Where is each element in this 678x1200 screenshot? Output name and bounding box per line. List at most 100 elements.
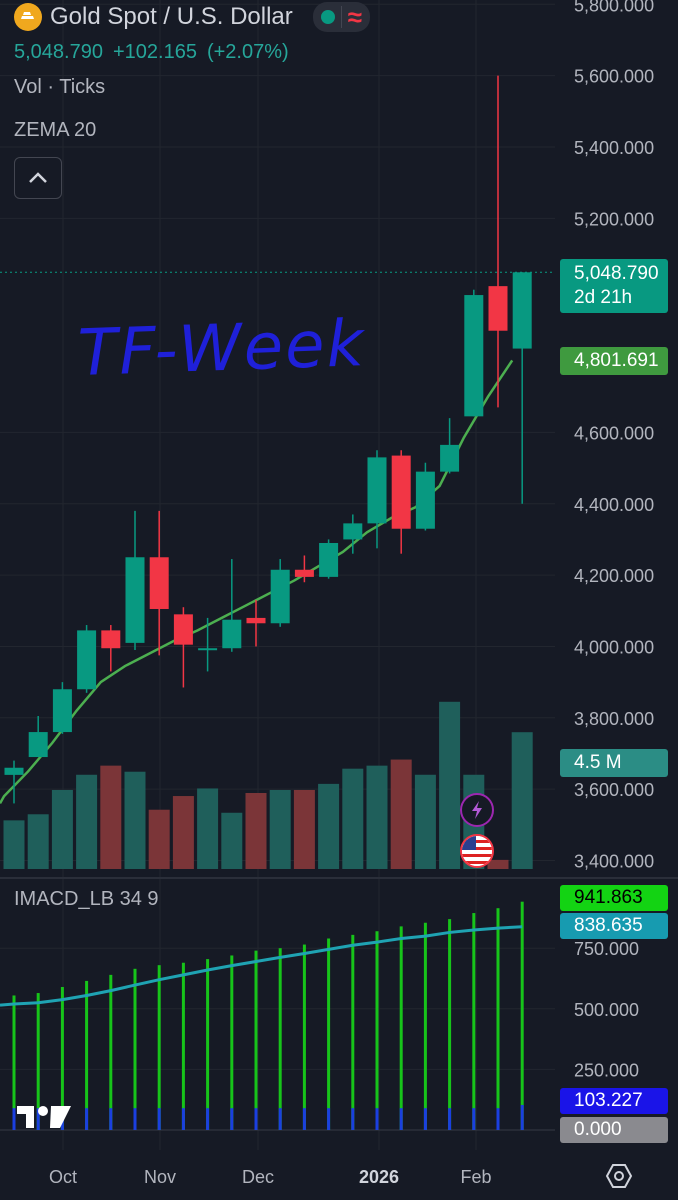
- macd-histogram-bar: [327, 1108, 331, 1130]
- candle: [367, 450, 387, 549]
- symbol-header[interactable]: Gold Spot / U.S. Dollar ≈: [14, 2, 371, 32]
- time-tick-label: Feb: [460, 1167, 491, 1187]
- chevron-up-icon: [29, 172, 47, 183]
- candle-body: [246, 617, 266, 624]
- volume-bar: [197, 788, 219, 869]
- volume-bar: [293, 789, 315, 869]
- candle: [391, 450, 411, 554]
- macd-bar: [448, 919, 452, 1130]
- macd-pane: [0, 901, 524, 1130]
- price-tick-label: 5,600.000: [574, 67, 654, 87]
- volume-bar: [221, 812, 243, 869]
- macd-bar: [230, 955, 234, 1130]
- settings-hexagon-icon[interactable]: [605, 1162, 633, 1190]
- candle: [343, 514, 363, 554]
- candles: [4, 75, 532, 804]
- candle-body: [28, 732, 48, 758]
- macd-zero-badge: 0.000: [560, 1117, 668, 1143]
- volume-bar: [414, 774, 436, 869]
- volume-bar: [366, 765, 388, 869]
- current-price-badge: 5,048.790 2d 21h: [560, 259, 668, 313]
- volume-value-badge: 4.5 M: [560, 749, 668, 777]
- macd-bar: [12, 995, 16, 1130]
- us-flag-icon[interactable]: [460, 834, 494, 868]
- price-axis[interactable]: 3,400.000 3,600.000 3,800.000 4,000.000 4,20…: [574, 0, 654, 1080]
- zema-value-badge: 4,801.691: [560, 347, 668, 375]
- time-tick-label: Dec: [242, 1167, 274, 1187]
- collapse-indicators-button[interactable]: [14, 157, 62, 199]
- macd-signal-badge: 838.635: [560, 913, 668, 939]
- volume-bar: [27, 814, 49, 869]
- macd-histogram-bar: [375, 1108, 379, 1130]
- candle-body: [367, 457, 387, 524]
- macd-bar: [206, 959, 210, 1130]
- volume-bar: [148, 809, 170, 869]
- time-tick-label: 2026: [359, 1167, 399, 1187]
- macd-bar: [375, 931, 379, 1130]
- volume-bar: [51, 789, 73, 869]
- candle-body: [101, 630, 121, 649]
- symbol-title[interactable]: Gold Spot / U.S. Dollar: [50, 3, 293, 30]
- candle: [464, 289, 484, 417]
- candle-body: [173, 614, 193, 645]
- candle: [319, 539, 339, 579]
- tradingview-logo-icon[interactable]: [17, 1104, 73, 1130]
- macd-bar: [278, 948, 282, 1130]
- macd-histogram-bar: [109, 1108, 113, 1130]
- macd-tick-label: 500.000: [574, 1000, 639, 1020]
- candle-body: [77, 630, 97, 690]
- lightning-icon[interactable]: [460, 793, 494, 827]
- candle-body: [270, 569, 290, 624]
- macd-bar: [520, 901, 524, 1130]
- price-tick-label: 4,000.000: [574, 637, 654, 657]
- volume-indicator-label[interactable]: Vol · Ticks: [14, 76, 106, 98]
- candle: [270, 559, 290, 627]
- candle: [440, 418, 460, 474]
- macd-histogram-bar: [351, 1108, 355, 1130]
- macd-histogram-bar: [254, 1108, 258, 1130]
- zema-20-line: [0, 359, 514, 805]
- macd-main-badge: 941.863: [560, 885, 668, 911]
- volume-bar: [3, 820, 25, 869]
- macd-bar: [181, 962, 185, 1130]
- macd-histogram-bar: [278, 1108, 282, 1130]
- time-axis[interactable]: Oct Nov Dec 2026 Feb: [49, 1167, 492, 1187]
- volume-bar: [124, 771, 146, 869]
- price-change: +102.165: [112, 41, 197, 63]
- macd-histogram-bar: [399, 1108, 403, 1130]
- volume-bar: [511, 732, 533, 869]
- macd-histogram-bar: [36, 1108, 40, 1130]
- candle-body: [294, 569, 314, 577]
- volume-bar: [269, 789, 291, 869]
- macd-bar: [109, 974, 113, 1130]
- macd-histogram-bar: [206, 1108, 210, 1130]
- price-change-pct: (+2.07%): [206, 41, 289, 63]
- handwritten-annotation: TF-Week: [76, 307, 367, 391]
- candle: [4, 760, 24, 804]
- volume-bar: [439, 701, 461, 869]
- candle-body: [415, 471, 435, 529]
- candle-body: [440, 444, 460, 472]
- zema-indicator-label[interactable]: ZEMA 20: [14, 119, 97, 141]
- price-tick-label: 4,600.000: [574, 423, 654, 443]
- candle: [149, 510, 169, 656]
- macd-bar: [254, 950, 258, 1130]
- zema-line: [0, 359, 514, 805]
- candle: [488, 75, 508, 408]
- market-status[interactable]: ≈: [312, 2, 371, 32]
- time-tick-label: Oct: [49, 1167, 77, 1187]
- macd-indicator-label[interactable]: IMACD_LB 34 9: [14, 888, 159, 910]
- macd-bar: [496, 908, 500, 1130]
- price-tick-label: 4,200.000: [574, 566, 654, 586]
- macd-bar: [36, 993, 40, 1130]
- candle-body: [488, 286, 508, 331]
- gold-bars-icon: [14, 3, 42, 31]
- macd-hist-badge: 103.227: [560, 1088, 668, 1114]
- price-tick-label: 3,800.000: [574, 709, 654, 729]
- price-tick-label: 5,800.000: [574, 0, 654, 15]
- candle: [77, 625, 97, 693]
- price-tick-label: 5,200.000: [574, 209, 654, 229]
- candle-body: [343, 523, 363, 540]
- candle: [246, 600, 266, 647]
